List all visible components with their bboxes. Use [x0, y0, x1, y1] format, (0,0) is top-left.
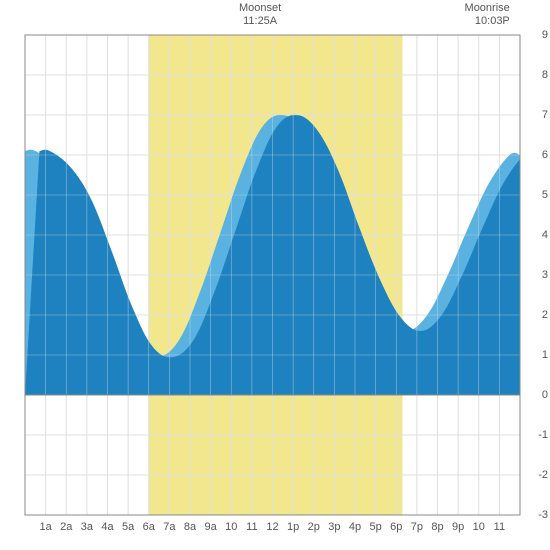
x-tick: 3p — [328, 521, 340, 533]
y-tick: 7 — [542, 109, 548, 121]
x-tick: 1p — [287, 521, 299, 533]
moonrise-time: 10:03P — [450, 15, 510, 28]
x-tick: 2a — [60, 521, 72, 533]
y-tick: 4 — [542, 229, 548, 241]
y-tick: 5 — [542, 189, 548, 201]
x-tick: 8p — [431, 521, 443, 533]
x-tick: 9a — [205, 521, 217, 533]
x-tick: 10 — [473, 521, 485, 533]
x-tick: 6a — [143, 521, 155, 533]
x-tick: 5p — [370, 521, 382, 533]
tide-chart: { "chart": { "type": "area", "width": 55… — [0, 0, 550, 550]
x-tick: 4p — [349, 521, 361, 533]
moonrise-title: Moonrise — [450, 2, 510, 15]
x-tick: 6p — [390, 521, 402, 533]
y-tick: 1 — [542, 349, 548, 361]
y-tick: 8 — [542, 69, 548, 81]
x-tick: 10 — [225, 521, 237, 533]
y-axis-labels: -3 -2 -1 0 1 2 3 4 5 6 7 8 9 — [524, 0, 548, 550]
x-tick: 1a — [40, 521, 52, 533]
x-tick: 11 — [494, 521, 505, 533]
x-tick: 11 — [246, 521, 257, 533]
y-tick: 6 — [542, 149, 548, 161]
x-tick: 12 — [266, 521, 278, 533]
x-tick: 3a — [81, 521, 93, 533]
y-tick: -3 — [538, 509, 548, 521]
moonset-time: 11:25A — [230, 15, 290, 28]
y-tick: 3 — [542, 269, 548, 281]
moonrise-label: Moonrise 10:03P — [450, 2, 510, 28]
x-tick: 7p — [411, 521, 423, 533]
x-tick: 5a — [122, 521, 134, 533]
x-tick: 2p — [308, 521, 320, 533]
y-tick: 2 — [542, 309, 548, 321]
y-tick: -1 — [538, 429, 548, 441]
y-tick: 0 — [542, 389, 548, 401]
y-tick: -2 — [538, 469, 548, 481]
moonset-title: Moonset — [230, 2, 290, 15]
header-labels: Moonset 11:25A Moonrise 10:03P — [0, 2, 550, 32]
x-tick: 7a — [163, 521, 175, 533]
x-tick: 9p — [452, 521, 464, 533]
x-axis-labels: 1a 2a 3a 4a 5a 6a 7a 8a 9a 10 11 12 1p 2p 3p 4p 5p 6p 7p 8p… — [0, 521, 550, 541]
moonset-label: Moonset 11:25A — [230, 2, 290, 28]
chart-plot — [0, 0, 550, 550]
x-tick: 4a — [101, 521, 113, 533]
x-tick: 8a — [184, 521, 196, 533]
y-tick: 9 — [542, 29, 548, 41]
